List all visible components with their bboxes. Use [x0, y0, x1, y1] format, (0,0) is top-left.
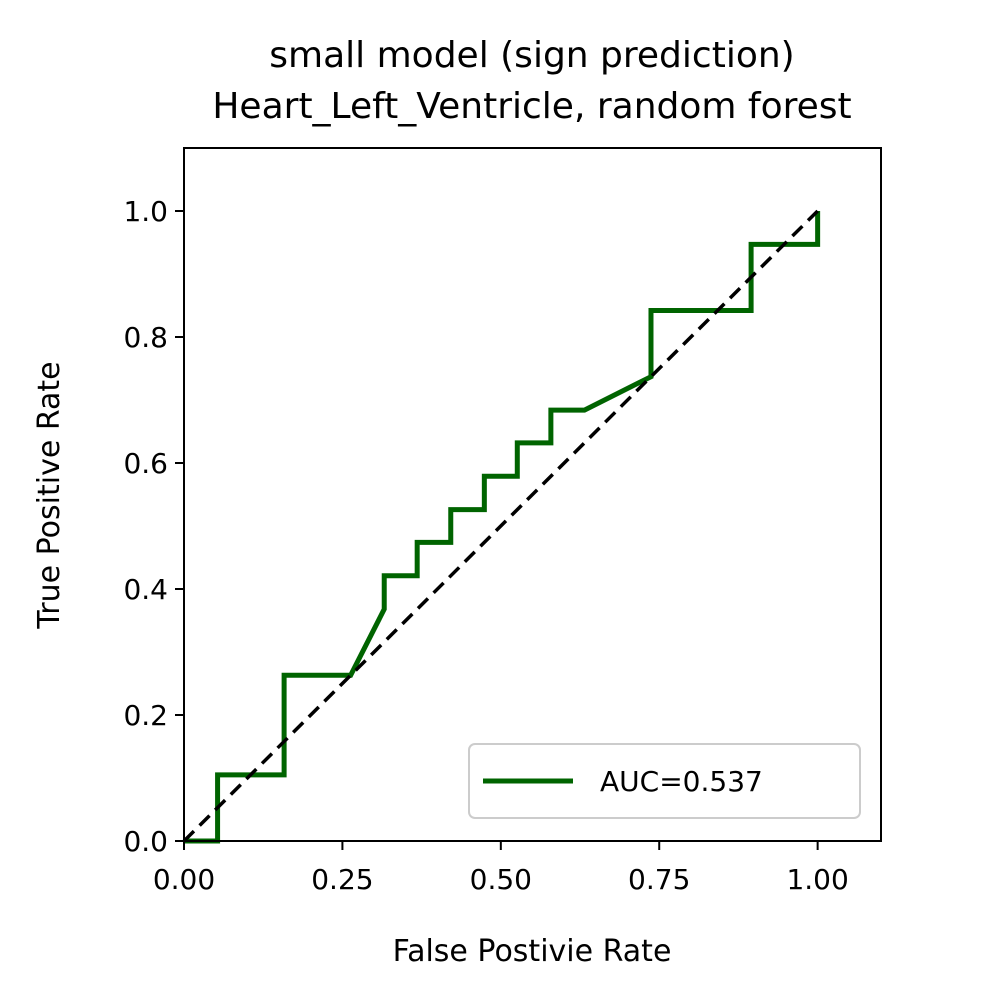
x-tick-label: 0.50	[470, 863, 532, 896]
x-tick-label: 1.00	[786, 863, 848, 896]
y-tick-label: 0.4	[123, 573, 168, 606]
chart-title: small model (sign prediction)	[269, 35, 794, 76]
y-tick-label: 0.8	[123, 321, 168, 354]
x-axis-ticks: 0.00 0.25 0.50 0.75 1.00	[153, 841, 849, 896]
chance-diagonal-line	[182, 209, 819, 843]
chart-subtitle: Heart_Left_Ventricle, random forest	[212, 86, 851, 127]
x-tick-label: 0.25	[311, 863, 373, 896]
x-tick-label: 0.00	[153, 863, 215, 896]
x-axis-label: False Postivie Rate	[393, 934, 672, 969]
y-axis-label: True Positive Rate	[32, 361, 67, 629]
y-tick-label: 1.0	[123, 195, 168, 228]
y-tick-label: 0.0	[123, 825, 168, 858]
y-tick-label: 0.6	[123, 447, 168, 480]
plot-lines	[182, 209, 821, 844]
plot-frame	[183, 147, 882, 842]
x-tick-label: 0.75	[628, 863, 690, 896]
y-axis-ticks: 0.0 0.2 0.4 0.6 0.8 1.0	[123, 195, 184, 858]
legend-box	[468, 743, 861, 819]
legend: AUC=0.537	[468, 743, 861, 819]
roc-curve-line	[184, 211, 821, 844]
y-tick-label: 0.2	[123, 699, 168, 732]
legend-label: AUC=0.537	[600, 765, 763, 798]
